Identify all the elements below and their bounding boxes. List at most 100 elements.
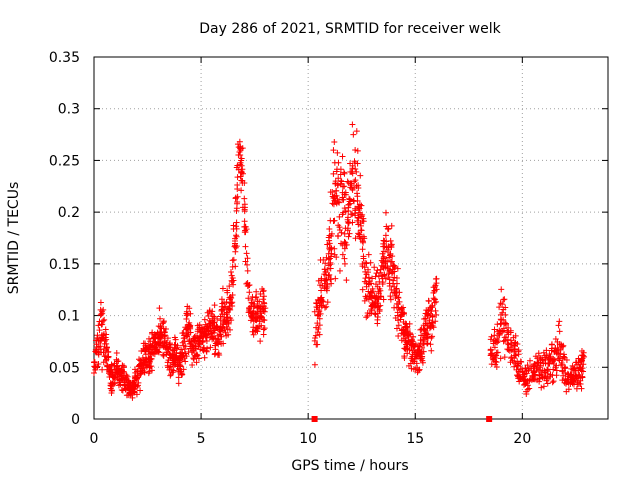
data-point: [250, 331, 257, 338]
data-point: [233, 207, 240, 214]
data-point: [113, 350, 120, 357]
data-point: [379, 273, 386, 280]
data-point: [213, 324, 220, 331]
data-point: [241, 208, 248, 215]
data-point: [325, 272, 332, 279]
data-point: [353, 168, 360, 175]
data-point: [321, 280, 328, 287]
data-point: [209, 334, 216, 341]
data-point: [388, 258, 395, 265]
data-point: [204, 324, 211, 331]
data-point: [173, 345, 180, 352]
data-point: [215, 336, 222, 343]
data-point: [316, 307, 323, 314]
data-point: [532, 372, 539, 379]
data-point: [341, 183, 348, 190]
data-point: [341, 170, 348, 177]
data-point: [184, 311, 191, 318]
data-point: [225, 306, 232, 313]
data-point: [223, 311, 230, 318]
data-point: [507, 359, 514, 366]
data-point: [360, 239, 367, 246]
data-point: [181, 346, 188, 353]
data-point: [558, 362, 565, 369]
data-point: [98, 311, 105, 318]
data-point: [253, 294, 260, 301]
data-point: [365, 269, 372, 276]
y-tick-label: 0.25: [49, 153, 80, 169]
data-point: [186, 305, 193, 312]
data-point: [512, 352, 519, 359]
data-point: [345, 179, 352, 186]
data-point: [393, 275, 400, 282]
data-point: [135, 356, 142, 363]
data-point: [190, 356, 197, 363]
data-point: [228, 272, 235, 279]
x-tick-label: 20: [513, 431, 531, 447]
data-point: [349, 211, 356, 218]
data-point: [515, 351, 522, 358]
data-point: [421, 315, 428, 322]
data-point: [357, 211, 364, 218]
data-point: [95, 351, 102, 358]
data-point: [346, 195, 353, 202]
data-point: [511, 355, 518, 362]
data-point: [344, 216, 351, 223]
data-point: [225, 331, 232, 338]
data-point: [138, 370, 145, 377]
data-point: [410, 343, 417, 350]
data-point: [130, 389, 137, 396]
data-point: [105, 353, 112, 360]
data-point: [387, 296, 394, 303]
data-point: [234, 174, 241, 181]
data-point: [331, 245, 338, 252]
data-point: [578, 385, 585, 392]
data-point: [167, 363, 174, 370]
data-point: [334, 149, 341, 156]
data-point: [526, 357, 533, 364]
data-point: [493, 363, 500, 370]
data-point: [359, 286, 366, 293]
data-point: [331, 217, 338, 224]
data-point: [232, 244, 239, 251]
data-point: [497, 355, 504, 362]
data-point: [430, 295, 437, 302]
data-point: [365, 251, 372, 258]
data-point: [166, 341, 173, 348]
data-point: [372, 311, 379, 318]
data-point: [382, 258, 389, 265]
data-point: [320, 256, 327, 263]
data-point: [389, 253, 396, 260]
data-point: [245, 295, 252, 302]
data-point: [229, 291, 236, 298]
data-point: [164, 349, 171, 356]
data-point: [198, 329, 205, 336]
data-point: [427, 304, 434, 311]
data-point: [345, 233, 352, 240]
data-point: [421, 326, 428, 333]
data-point: [339, 196, 346, 203]
data-point: [556, 328, 563, 335]
data-point: [185, 329, 192, 336]
data-point: [232, 195, 239, 202]
data-point: [193, 359, 200, 366]
data-point: [244, 261, 251, 268]
data-point: [130, 386, 137, 393]
data-point: [539, 357, 546, 364]
data-point: [102, 334, 109, 341]
chart-title: Day 286 of 2021, SRMTID for receiver wel…: [199, 21, 501, 37]
data-point: [238, 187, 245, 194]
data-point: [398, 305, 405, 312]
data-point: [540, 383, 547, 390]
data-point: [220, 299, 227, 306]
data-point: [172, 341, 179, 348]
data-point: [139, 367, 146, 374]
data-point: [341, 260, 348, 267]
data-point: [565, 378, 572, 385]
data-point: [155, 349, 162, 356]
data-point: [424, 331, 431, 338]
data-point: [241, 195, 248, 202]
data-point: [380, 255, 387, 262]
data-point: [260, 293, 267, 300]
data-point: [502, 311, 509, 318]
